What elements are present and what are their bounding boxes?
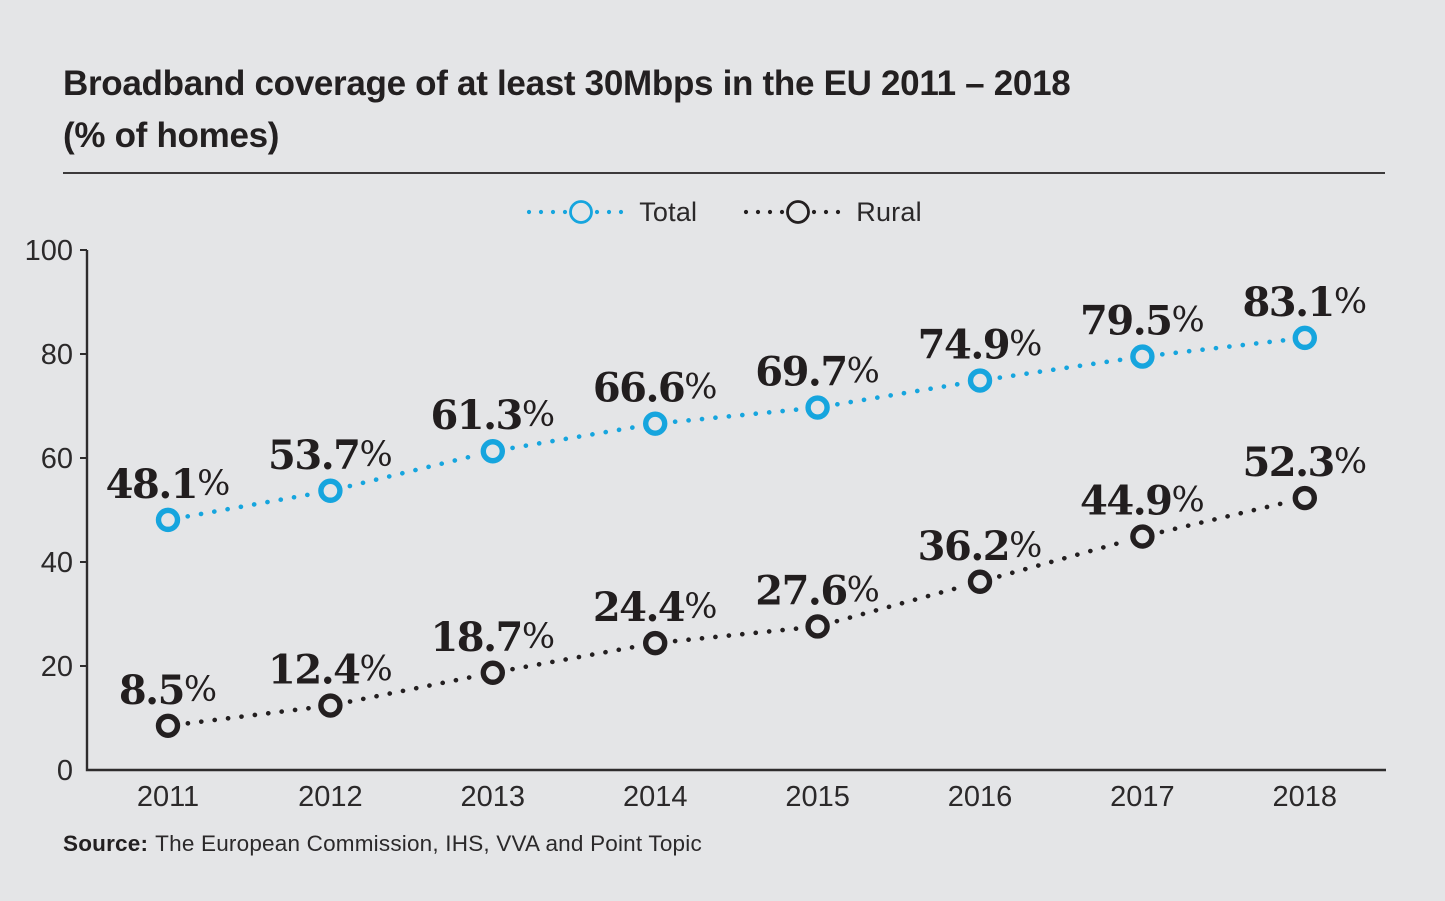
y-tick-label-40: 40 — [41, 547, 73, 579]
axis-lines — [85, 250, 1386, 772]
marker-rural-2011 — [155, 713, 181, 738]
y-tick-label-0: 0 — [57, 755, 73, 787]
data-label-total-2011: 48.1% — [106, 461, 231, 508]
marker-rural-2018 — [1292, 485, 1318, 511]
x-tick-label-2016: 2016 — [948, 781, 1013, 813]
source-label: Source: — [63, 831, 149, 856]
series-segment-rural — [185, 705, 313, 726]
marker-rural-2012 — [318, 693, 343, 718]
legend-swatch-total-icon — [527, 200, 624, 224]
series-segment-rural — [996, 539, 1126, 579]
x-tick-label-2017: 2017 — [1110, 781, 1175, 813]
marker-rural-2016 — [967, 569, 993, 594]
source-text: The European Commission, IHS, VVA and Po… — [155, 831, 702, 856]
data-label-rural-2012: 12.4% — [268, 647, 393, 694]
marker-total-2013 — [480, 439, 505, 464]
data-label-total-2015: 69.7% — [755, 349, 880, 396]
x-tick-label-2015: 2015 — [785, 781, 850, 813]
marker-total-2016 — [967, 368, 993, 393]
series-segment-rural — [1159, 500, 1288, 535]
marker-rural-2017 — [1130, 524, 1155, 549]
series-segment-rural — [834, 584, 964, 624]
data-label-total-2016: 74.9% — [918, 322, 1043, 369]
marker-total-2011 — [155, 507, 181, 533]
title-divider — [63, 172, 1385, 174]
data-label-rural-2011: 8.5% — [119, 667, 217, 714]
data-label-rural-2014: 24.4% — [593, 584, 718, 631]
data-label-rural-2017: 44.9% — [1080, 478, 1205, 525]
marker-total-2017 — [1130, 344, 1155, 369]
page-title: Broadband coverage of at least 30Mbps in… — [63, 58, 1313, 162]
x-tick-label-2014: 2014 — [623, 781, 688, 813]
page-title-line2: (% of homes) — [63, 116, 280, 155]
legend-swatch-rural-icon — [744, 200, 841, 224]
data-label-total-2014: 66.6% — [593, 365, 718, 412]
source-note: Source: The European Commission, IHS, VVA… — [63, 831, 702, 857]
y-tick-label-60: 60 — [41, 443, 73, 475]
legend-label-rural: Rural — [856, 196, 922, 227]
legend: Total Rural — [63, 192, 1385, 232]
data-label-rural-2015: 27.6% — [755, 567, 880, 614]
page-title-line1: Broadband coverage of at least 30Mbps in… — [63, 64, 1071, 103]
data-label-rural-2013: 18.7% — [430, 614, 555, 661]
x-tick-label-2011: 2011 — [137, 781, 199, 813]
data-label-total-2018: 83.1% — [1242, 279, 1367, 326]
marker-total-2012 — [318, 478, 343, 503]
series-segment-rural — [672, 626, 801, 644]
legend-item-total: Total — [526, 197, 697, 228]
x-tick-label-2018: 2018 — [1273, 781, 1338, 813]
marker-rural-2015 — [805, 614, 830, 639]
x-tick-label-2012: 2012 — [298, 781, 363, 813]
data-label-total-2012: 53.7% — [268, 432, 393, 479]
series-segment-total — [672, 407, 800, 425]
marker-rural-2014 — [643, 630, 668, 656]
marker-total-2015 — [805, 395, 830, 420]
y-tick-label-20: 20 — [41, 651, 73, 683]
data-label-total-2017: 79.5% — [1080, 298, 1205, 345]
series-segment-total — [1159, 337, 1288, 357]
legend-item-rural: Rural — [743, 197, 922, 228]
marker-rural-2013 — [480, 660, 505, 685]
legend-label-total: Total — [639, 196, 698, 227]
y-tick-label-100: 100 — [25, 235, 73, 267]
marker-total-2018 — [1292, 325, 1318, 351]
x-tick-label-2013: 2013 — [461, 781, 526, 813]
data-label-rural-2016: 36.2% — [918, 523, 1043, 570]
y-tick-label-80: 80 — [41, 339, 73, 371]
data-label-rural-2018: 52.3% — [1242, 439, 1367, 486]
data-label-total-2013: 61.3% — [430, 392, 555, 439]
series-segment-total — [347, 453, 476, 489]
marker-total-2014 — [643, 411, 668, 436]
